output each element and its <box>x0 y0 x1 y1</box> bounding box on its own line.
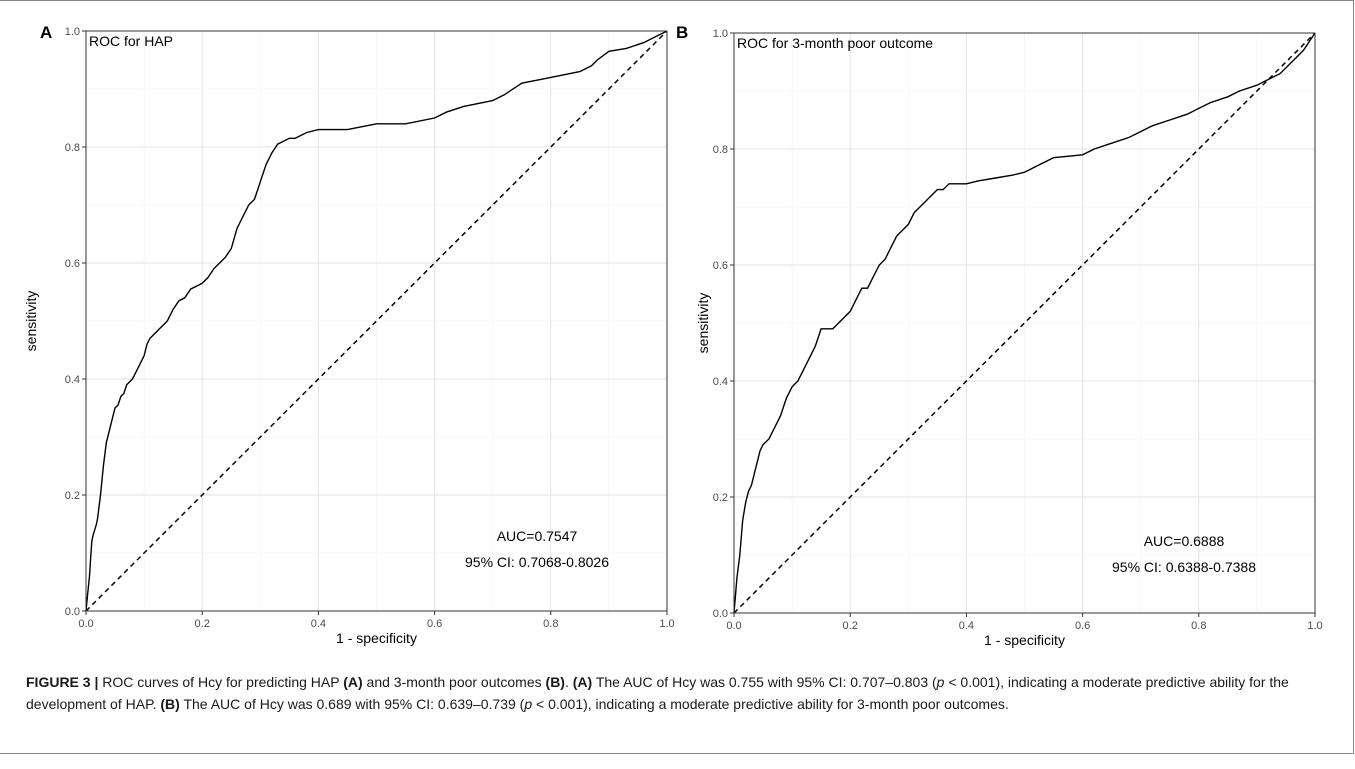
caption-panel-ref: (B) <box>160 696 180 712</box>
y-tick-label: 0.0 <box>713 608 728 620</box>
chart-title: ROC for 3-month poor outcome <box>737 35 933 51</box>
caption-figure-label: FIGURE 3 | <box>26 674 99 690</box>
chart-panel: 0.0 0.2 0.4 0.6 0.8 1.0 0.0 0.2 0.4 0.6 0.8 1.0 1 - … <box>676 23 1323 648</box>
y-tick-label: 0.2 <box>65 490 80 502</box>
x-tick-label: 0.4 <box>959 620 974 632</box>
reference-diagonal-line <box>733 32 1316 614</box>
auc-annotation: 95% CI: 0.6388-0.7388 <box>1112 559 1256 575</box>
roc-figure: 0.0 0.2 0.4 0.6 0.8 1.0 0.0 0.2 0.4 0.6 0.8 1.0 1 - … <box>23 23 1323 648</box>
x-tick-label: 1.0 <box>1307 620 1322 632</box>
plot-panel-border <box>733 32 1316 614</box>
y-tick-label: 0.6 <box>65 258 80 270</box>
caption-p-symbol: p <box>936 674 945 690</box>
reference-diagonal-line <box>85 30 668 612</box>
chart-panel: 0.0 0.2 0.4 0.6 0.8 1.0 0.0 0.2 0.4 0.6 0.8 1.0 1 - … <box>23 23 675 646</box>
x-tick-label: 0.0 <box>726 620 741 632</box>
x-tick-label: 0.2 <box>195 618 210 630</box>
y-tick-label: 0.4 <box>65 374 80 386</box>
figure-caption: FIGURE 3 | ROC curves of Hcy for predict… <box>26 671 1336 715</box>
caption-text: The AUC of Hcy was 0.689 with 95% CI: 0.… <box>179 696 525 712</box>
x-tick-label: 1.0 <box>659 618 674 630</box>
caption-text: < 0.001), indicating a moderate predicti… <box>26 674 1289 712</box>
caption-p-symbol: p <box>524 696 533 712</box>
y-axis-label: sensitivity <box>695 293 711 354</box>
panel-label: A <box>40 23 52 42</box>
x-tick-label: 0.8 <box>1191 620 1206 632</box>
y-tick-label: 0.2 <box>713 492 728 504</box>
caption-panel-ref: (A) <box>572 674 593 690</box>
x-tick-label: 0.2 <box>843 620 858 632</box>
caption-panel-ref: (A) <box>343 674 363 690</box>
x-tick-label: 0.6 <box>1075 620 1090 632</box>
auc-annotation: AUC=0.6888 <box>1144 533 1225 549</box>
x-tick-label: 0.8 <box>543 618 558 630</box>
auc-annotation: 95% CI: 0.7068-0.8026 <box>465 554 609 570</box>
y-tick-label: 0.8 <box>713 144 728 156</box>
caption-panel-ref: (B) <box>545 674 565 690</box>
y-tick-label: 1.0 <box>65 26 80 38</box>
y-tick-label: 0.0 <box>65 606 80 618</box>
y-tick-label: 1.0 <box>713 28 728 40</box>
x-tick-label: 0.6 <box>427 618 442 630</box>
x-axis-label: 1 - specificity <box>984 632 1065 648</box>
y-tick-label: 0.8 <box>65 142 80 154</box>
y-tick-label: 0.6 <box>713 260 728 272</box>
x-tick-label: 0.4 <box>311 618 326 630</box>
caption-text: . <box>564 674 573 690</box>
caption-text: < 0.001), indicating a moderate predicti… <box>532 696 1009 712</box>
y-axis-label: sensitivity <box>23 291 39 352</box>
x-axis-label: 1 - specificity <box>336 630 417 646</box>
y-tick-label: 0.4 <box>713 376 728 388</box>
panel-label: B <box>676 23 688 42</box>
chart-title: ROC for HAP <box>89 33 173 49</box>
auc-annotation: AUC=0.7547 <box>497 528 578 544</box>
plot-panel-border <box>85 30 668 612</box>
roc-curve-line <box>733 32 1316 614</box>
roc-curve-line <box>85 30 668 612</box>
x-tick-label: 0.0 <box>78 618 93 630</box>
caption-text: and 3-month poor outcomes <box>362 674 546 690</box>
caption-text: The AUC of Hcy was 0.755 with 95% CI: 0.… <box>592 674 937 690</box>
caption-text: ROC curves of Hcy for predicting HAP <box>98 674 344 690</box>
figure-frame <box>0 0 1354 754</box>
